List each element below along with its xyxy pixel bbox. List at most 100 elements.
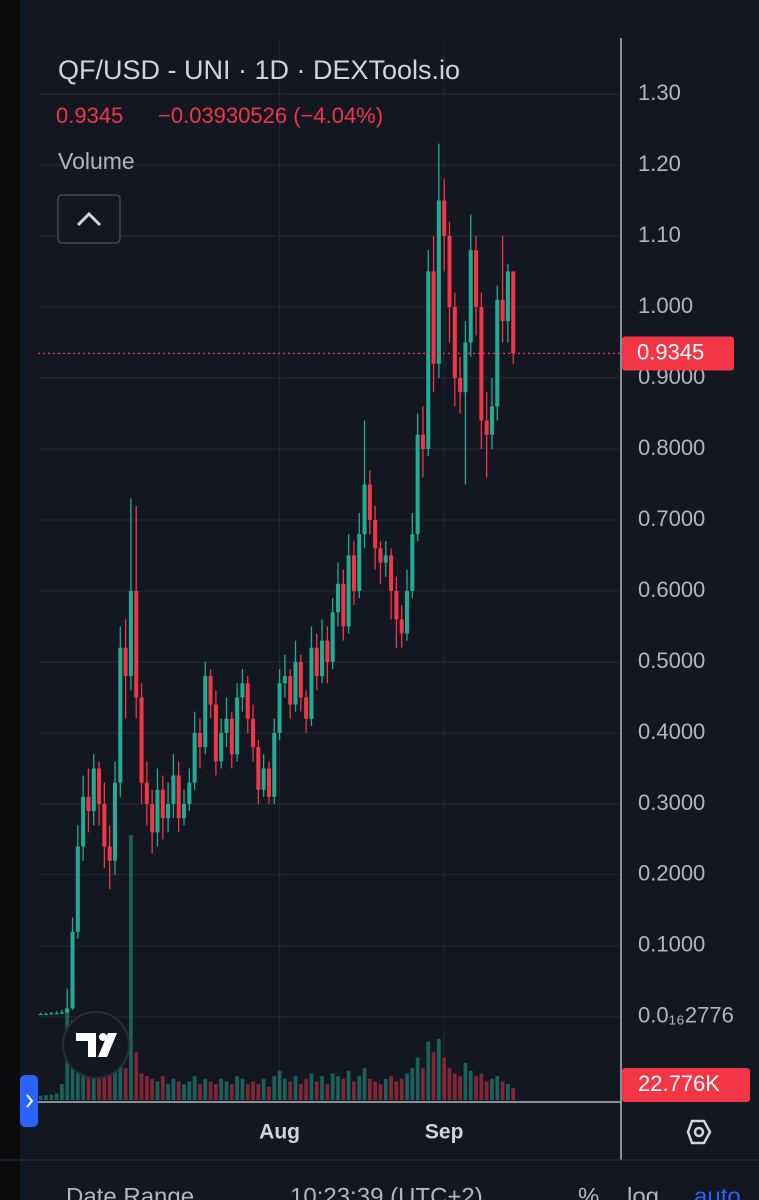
volume-bar: [421, 1068, 425, 1100]
candle-body: [261, 768, 266, 790]
volume-bar: [60, 1084, 64, 1100]
volume-bar: [251, 1081, 255, 1100]
y-tick-label: 0.7000: [638, 506, 705, 531]
volume-bar: [144, 1076, 149, 1100]
candle-body: [65, 1008, 70, 1013]
candle-body: [155, 789, 160, 833]
volume-bar: [405, 1073, 409, 1100]
candle-body: [479, 306, 484, 421]
percent-button[interactable]: %: [578, 1183, 599, 1200]
candle-body: [208, 676, 213, 705]
candle-body: [266, 768, 271, 797]
candle-body: [431, 271, 436, 364]
plot-area: [38, 40, 621, 1100]
volume-bar: [97, 1078, 101, 1100]
candle-body: [107, 846, 112, 861]
candle-body: [240, 683, 245, 698]
candle-body: [102, 803, 107, 847]
volume-bar: [182, 1084, 186, 1100]
candle-body: [213, 704, 218, 762]
logo: [62, 1011, 130, 1079]
candle-body: [245, 683, 250, 719]
volume-bar: [346, 1070, 351, 1100]
volume-bar: [240, 1078, 245, 1100]
collapse-button[interactable]: [57, 194, 121, 244]
volume-bar: [123, 1068, 128, 1100]
volume-bar: [383, 1078, 388, 1100]
candle-body: [197, 732, 202, 748]
candle-body: [500, 299, 505, 322]
y-tick-label: 0.5000: [638, 648, 705, 673]
candle-body: [495, 299, 500, 407]
volume-title: Volume: [58, 148, 135, 174]
candle-body: [277, 683, 282, 733]
volume-bar: [447, 1068, 452, 1100]
volume-bar: [437, 1039, 441, 1100]
candle-body: [160, 789, 165, 819]
time: 10:23:39 (UTC+2): [290, 1183, 483, 1200]
volume-bar: [235, 1076, 239, 1100]
volume-bar: [367, 1078, 372, 1100]
candle-body: [229, 718, 234, 755]
volume-bar: [44, 1095, 48, 1100]
candle-body: [452, 306, 457, 378]
candle-body: [134, 590, 139, 698]
y-tick-label: 0.0₁₆2776: [638, 1003, 734, 1028]
settings-icon[interactable]: [686, 1119, 712, 1145]
last-volume-label: 22.776K: [638, 1071, 720, 1096]
volume-bar: [394, 1081, 399, 1100]
candle-body: [389, 555, 394, 591]
y-tick-label: 1.000: [638, 293, 693, 318]
volume-bar: [261, 1078, 266, 1100]
candle-body: [139, 697, 144, 783]
volume-bar: [293, 1076, 298, 1100]
candle-body: [118, 647, 123, 783]
volume-bar: [474, 1076, 478, 1100]
candle-body: [426, 271, 431, 449]
candle-body: [309, 647, 314, 719]
candle-body: [293, 661, 298, 705]
candle-body: [123, 647, 128, 677]
volume-bar: [150, 1078, 155, 1100]
volume-bar: [277, 1070, 282, 1100]
volume-bar: [208, 1081, 213, 1100]
candle-body: [458, 377, 463, 393]
candle-body: [54, 1013, 59, 1015]
volume-bar: [484, 1081, 489, 1100]
auto-button[interactable]: auto: [694, 1183, 741, 1200]
candle-body: [282, 676, 287, 684]
volume-bar: [272, 1076, 277, 1100]
volume-bar: [229, 1084, 234, 1100]
candle-body: [304, 697, 309, 719]
volume-bar: [256, 1084, 261, 1100]
last-price-label: 0.9345: [637, 339, 704, 364]
volume-bar: [118, 1062, 123, 1100]
volume-bar: [166, 1084, 170, 1100]
candle-body: [468, 250, 473, 343]
candle-body: [394, 590, 399, 620]
volume-bar: [107, 1076, 112, 1100]
volume-bar: [511, 1087, 516, 1100]
volume-bar: [314, 1081, 319, 1100]
volume-bar: [283, 1078, 287, 1100]
volume-bar: [389, 1076, 393, 1100]
candle-body: [511, 271, 516, 354]
volume-bar: [431, 1052, 436, 1100]
volume-bar: [463, 1062, 468, 1100]
candle-body: [171, 775, 176, 804]
date-range[interactable]: Date Range: [66, 1183, 194, 1200]
log-button[interactable]: log: [627, 1183, 659, 1200]
candle-body: [442, 200, 447, 236]
candle-body: [235, 697, 240, 755]
volume-bar: [86, 1076, 91, 1100]
volume-bar: [139, 1073, 144, 1100]
side-handle[interactable]: [20, 1075, 38, 1127]
y-tick-label: 0.4000: [638, 719, 705, 744]
volume-bar: [81, 1070, 85, 1100]
volume-bar: [54, 1093, 59, 1100]
y-tick-label: 1.30: [638, 80, 681, 105]
candle-body: [314, 647, 319, 677]
candle-body: [341, 583, 346, 627]
volume-bar: [298, 1084, 303, 1100]
